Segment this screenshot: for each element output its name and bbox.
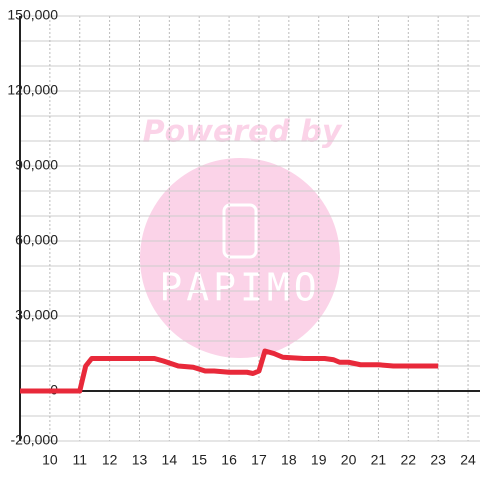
x-tick-label: 15 [191, 452, 207, 468]
x-tick-label: 12 [102, 452, 118, 468]
y-tick-label: 120,000 [7, 82, 58, 98]
y-tick-label: 150,000 [7, 7, 58, 23]
x-tick-label: 22 [401, 452, 417, 468]
y-tick-label: 30,000 [15, 307, 58, 323]
x-tick-label: 10 [42, 452, 58, 468]
x-tick-label: 18 [281, 452, 297, 468]
y-tick-label: 60,000 [15, 232, 58, 248]
x-tick-label: 20 [341, 452, 357, 468]
x-tick-label: 11 [72, 452, 87, 468]
series-line [20, 348, 439, 394]
watermark-text: Powered by [143, 115, 343, 150]
x-tick-label: 17 [251, 452, 267, 468]
watermark-logo: PAPIMO [159, 266, 320, 310]
watermark-icon [222, 203, 258, 259]
x-tick-label: 21 [371, 452, 387, 468]
y-tick-label: -20,000 [11, 432, 59, 448]
plot: 10 11 12 13 14 15 16 17 18 19 20 21 22 23 24-20,000030… [7, 7, 480, 468]
x-tick-label: 16 [221, 452, 237, 468]
x-tick-label: 24 [460, 452, 476, 468]
y-tick-label: 90,000 [15, 157, 58, 173]
x-tick-label: 13 [132, 452, 148, 468]
x-tick-label: 23 [430, 452, 446, 468]
x-tick-label: 19 [311, 452, 327, 468]
x-tick-label: 14 [162, 452, 178, 468]
grid [20, 15, 480, 442]
